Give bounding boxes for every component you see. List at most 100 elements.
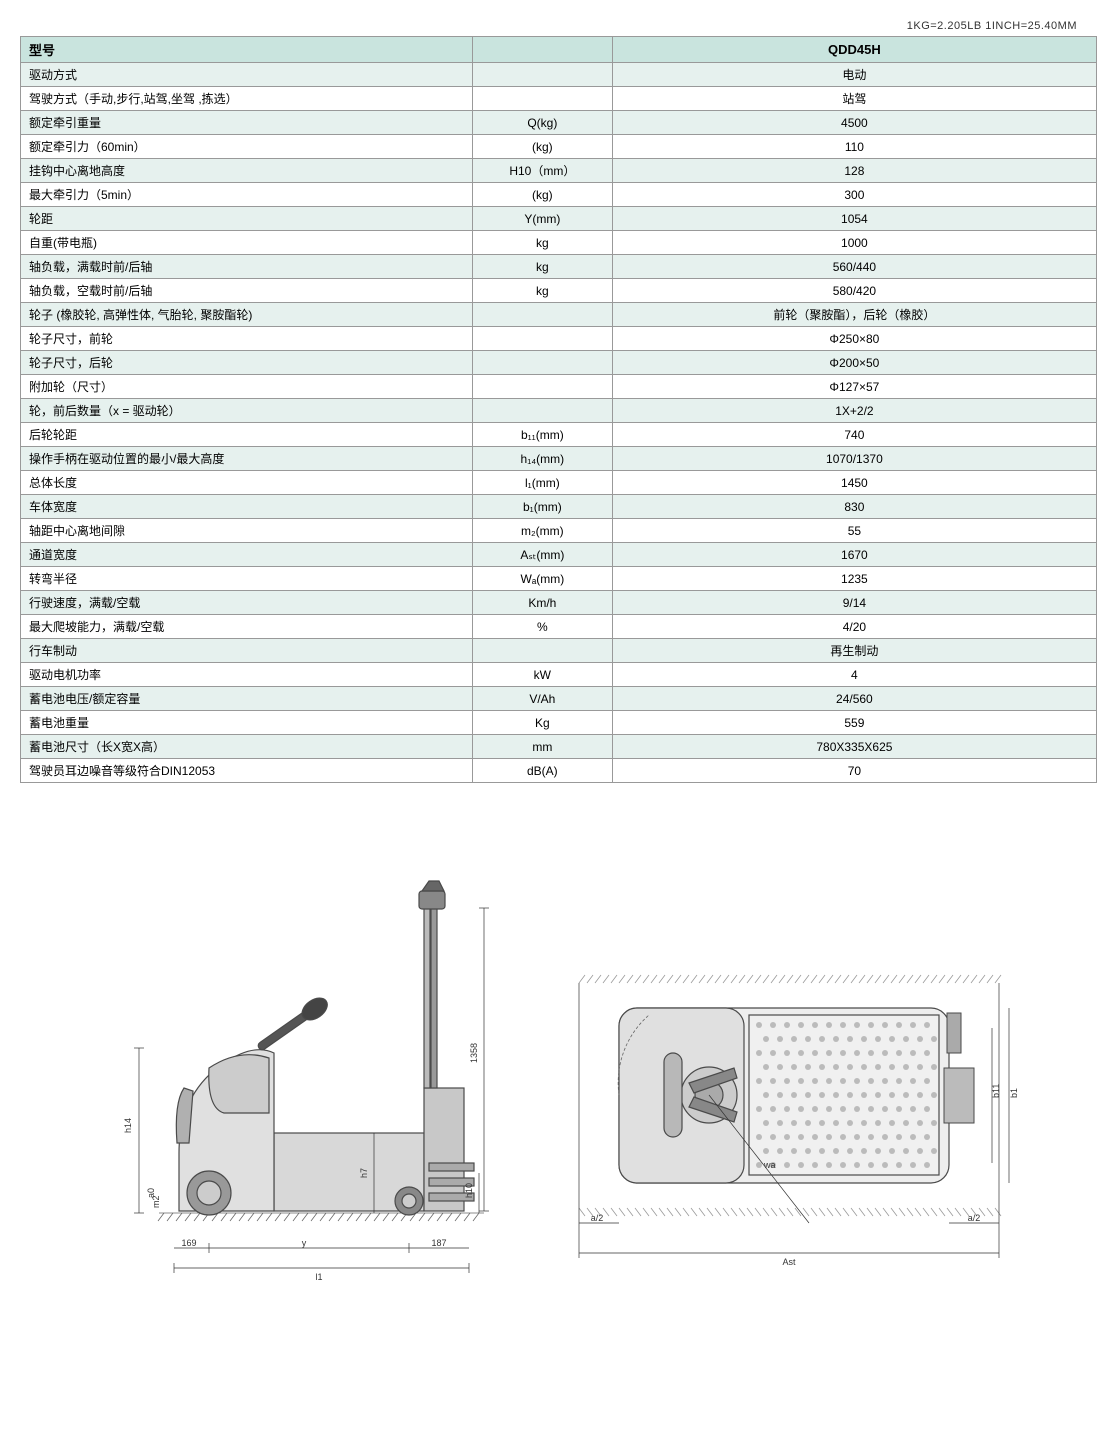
top-view-diagram: Ast a/2 a/2 wa b1 b11 <box>549 953 1029 1288</box>
spec-value: 559 <box>612 711 1096 735</box>
dim-l1: l1 <box>315 1272 322 1282</box>
dim-b1: b1 <box>1009 1088 1019 1098</box>
spec-unit: V/Ah <box>472 687 612 711</box>
spec-value: 1000 <box>612 231 1096 255</box>
spec-value: 830 <box>612 495 1096 519</box>
spec-label: 操作手柄在驱动位置的最小/最大高度 <box>21 447 473 471</box>
spec-unit: kg <box>472 231 612 255</box>
spec-unit <box>472 303 612 327</box>
spec-value: 9/14 <box>612 591 1096 615</box>
spec-value: 24/560 <box>612 687 1096 711</box>
spec-unit: l₁(mm) <box>472 471 612 495</box>
spec-value: 1235 <box>612 567 1096 591</box>
spec-label: 蓄电池电压/额定容量 <box>21 687 473 711</box>
spec-unit: H10（mm） <box>472 159 612 183</box>
spec-unit <box>472 399 612 423</box>
spec-label: 车体宽度 <box>21 495 473 519</box>
spec-unit: kW <box>472 663 612 687</box>
spec-value: 1054 <box>612 207 1096 231</box>
spec-label: 附加轮（尺寸） <box>21 375 473 399</box>
spec-label: 轴距中心离地间隙 <box>21 519 473 543</box>
spec-value: 1X+2/2 <box>612 399 1096 423</box>
spec-value: 110 <box>612 135 1096 159</box>
spec-label: 轮距 <box>21 207 473 231</box>
spec-table: 型号QDD45H驱动方式电动驾驶方式（手动,步行,站驾,坐驾 ,拣选）站驾额定牵… <box>20 36 1097 783</box>
spec-unit: Aₛₜ(mm) <box>472 543 612 567</box>
spec-unit: (kg) <box>472 183 612 207</box>
dim-a2l: a/2 <box>590 1213 603 1223</box>
spec-label: 后轮轮距 <box>21 423 473 447</box>
spec-unit: m₂(mm) <box>472 519 612 543</box>
dim-wa: wa <box>763 1160 776 1170</box>
spec-unit: kg <box>472 279 612 303</box>
spec-unit <box>472 63 612 87</box>
dim-187: 187 <box>431 1238 446 1248</box>
spec-value: Φ250×80 <box>612 327 1096 351</box>
spec-value: 70 <box>612 759 1096 783</box>
spec-value: 780X335X625 <box>612 735 1096 759</box>
spec-label: 驱动方式 <box>21 63 473 87</box>
spec-label: 自重(带电瓶) <box>21 231 473 255</box>
spec-unit: (kg) <box>472 135 612 159</box>
spec-value: 740 <box>612 423 1096 447</box>
dim-h14: h14 <box>123 1118 133 1133</box>
spec-label: 轮，前后数量（x = 驱动轮） <box>21 399 473 423</box>
spec-unit <box>472 351 612 375</box>
spec-label: 蓄电池尺寸（长X宽X高） <box>21 735 473 759</box>
spec-unit: Q(kg) <box>472 111 612 135</box>
spec-unit: h₁₄(mm) <box>472 447 612 471</box>
spec-value: 前轮（聚胺酯），后轮（橡胶） <box>612 303 1096 327</box>
spec-value: 4/20 <box>612 615 1096 639</box>
dim-m2: m2 <box>151 1195 161 1208</box>
spec-value: 再生制动 <box>612 639 1096 663</box>
spec-unit <box>472 87 612 111</box>
spec-label: 最大牵引力（5min） <box>21 183 473 207</box>
dim-ast: Ast <box>782 1257 796 1267</box>
spec-value: 55 <box>612 519 1096 543</box>
spec-label: 总体长度 <box>21 471 473 495</box>
spec-label: 轮子尺寸，前轮 <box>21 327 473 351</box>
spec-unit <box>472 37 612 63</box>
spec-label: 挂钩中心离地高度 <box>21 159 473 183</box>
spec-label: 转弯半径 <box>21 567 473 591</box>
spec-label: 轮子尺寸，后轮 <box>21 351 473 375</box>
spec-label: 型号 <box>21 37 473 63</box>
spec-unit <box>472 375 612 399</box>
spec-label: 轴负载，空载时前/后轴 <box>21 279 473 303</box>
side-view-diagram: h14 1358 h7 h10 a0 y 169 187 l1 m2 <box>89 853 489 1288</box>
dim-169: 169 <box>181 1238 196 1248</box>
spec-unit <box>472 639 612 663</box>
unit-conversion-note: 1KG=2.205LB 1INCH=25.40MM <box>20 20 1097 32</box>
spec-unit: Kg <box>472 711 612 735</box>
spec-label: 驾驶方式（手动,步行,站驾,坐驾 ,拣选） <box>21 87 473 111</box>
dim-y: y <box>301 1238 306 1248</box>
spec-label: 行驶速度，满载/空载 <box>21 591 473 615</box>
spec-label: 驾驶员耳边噪音等级符合DIN12053 <box>21 759 473 783</box>
spec-value: 电动 <box>612 63 1096 87</box>
spec-value: 300 <box>612 183 1096 207</box>
spec-value: 4500 <box>612 111 1096 135</box>
spec-unit: b₁₁(mm) <box>472 423 612 447</box>
spec-value: 1670 <box>612 543 1096 567</box>
dim-b11: b11 <box>991 1084 1001 1098</box>
spec-unit: b₁(mm) <box>472 495 612 519</box>
spec-value: Φ127×57 <box>612 375 1096 399</box>
technical-diagrams: h14 1358 h7 h10 a0 y 169 187 l1 m2 <box>20 853 1097 1288</box>
spec-label: 轴负载，满载时前/后轴 <box>21 255 473 279</box>
spec-unit: dB(A) <box>472 759 612 783</box>
spec-value: Φ200×50 <box>612 351 1096 375</box>
spec-unit: % <box>472 615 612 639</box>
spec-unit <box>472 327 612 351</box>
spec-unit: Km/h <box>472 591 612 615</box>
spec-value: 1070/1370 <box>612 447 1096 471</box>
spec-value: 580/420 <box>612 279 1096 303</box>
spec-label: 行车制动 <box>21 639 473 663</box>
dim-1358: 1358 <box>469 1043 479 1063</box>
spec-unit: Y(mm) <box>472 207 612 231</box>
spec-value: 128 <box>612 159 1096 183</box>
spec-label: 驱动电机功率 <box>21 663 473 687</box>
spec-unit: Wₐ(mm) <box>472 567 612 591</box>
spec-unit: kg <box>472 255 612 279</box>
spec-label: 最大爬坡能力，满载/空载 <box>21 615 473 639</box>
spec-value: 1450 <box>612 471 1096 495</box>
